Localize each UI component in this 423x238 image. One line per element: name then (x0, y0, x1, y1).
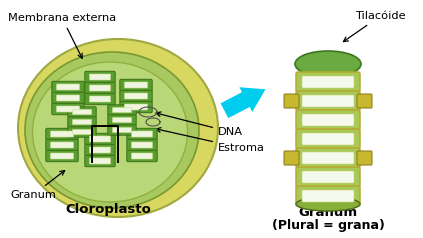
FancyBboxPatch shape (52, 92, 84, 104)
Text: Granum: Granum (10, 171, 65, 200)
FancyBboxPatch shape (50, 142, 74, 148)
Text: Membrana externa: Membrana externa (8, 13, 116, 58)
FancyBboxPatch shape (90, 74, 110, 80)
FancyBboxPatch shape (85, 82, 115, 94)
FancyBboxPatch shape (132, 153, 153, 159)
FancyBboxPatch shape (57, 106, 80, 112)
Text: Cloroplasto: Cloroplasto (65, 203, 151, 217)
FancyBboxPatch shape (296, 72, 360, 92)
FancyBboxPatch shape (50, 131, 74, 137)
FancyBboxPatch shape (68, 127, 96, 137)
FancyBboxPatch shape (50, 153, 74, 159)
FancyBboxPatch shape (57, 95, 80, 101)
FancyBboxPatch shape (124, 104, 148, 110)
FancyBboxPatch shape (296, 167, 360, 187)
FancyBboxPatch shape (85, 155, 115, 167)
Text: Estroma: Estroma (156, 128, 265, 153)
FancyBboxPatch shape (108, 115, 136, 125)
Ellipse shape (296, 197, 360, 211)
FancyBboxPatch shape (296, 110, 360, 130)
FancyBboxPatch shape (302, 190, 354, 202)
Ellipse shape (25, 52, 199, 208)
Ellipse shape (295, 51, 361, 77)
FancyBboxPatch shape (296, 129, 360, 149)
FancyBboxPatch shape (68, 117, 96, 127)
FancyBboxPatch shape (57, 84, 80, 90)
FancyBboxPatch shape (120, 79, 152, 91)
FancyBboxPatch shape (296, 148, 360, 168)
FancyBboxPatch shape (72, 109, 91, 114)
FancyBboxPatch shape (108, 105, 136, 115)
FancyBboxPatch shape (85, 133, 115, 145)
FancyBboxPatch shape (90, 147, 110, 153)
FancyBboxPatch shape (113, 108, 132, 113)
FancyBboxPatch shape (120, 90, 152, 102)
FancyBboxPatch shape (296, 91, 360, 111)
FancyBboxPatch shape (302, 152, 354, 164)
FancyBboxPatch shape (302, 133, 354, 145)
FancyBboxPatch shape (132, 142, 153, 148)
FancyBboxPatch shape (52, 81, 84, 93)
FancyBboxPatch shape (72, 119, 91, 124)
FancyBboxPatch shape (302, 95, 354, 107)
FancyBboxPatch shape (127, 150, 157, 162)
FancyBboxPatch shape (85, 71, 115, 83)
FancyBboxPatch shape (46, 128, 78, 140)
FancyBboxPatch shape (46, 150, 78, 162)
FancyBboxPatch shape (90, 136, 110, 142)
Text: DNA: DNA (156, 112, 243, 137)
FancyBboxPatch shape (296, 186, 360, 206)
FancyBboxPatch shape (124, 82, 148, 88)
FancyBboxPatch shape (113, 118, 132, 123)
Text: (Plural = grana): (Plural = grana) (272, 219, 385, 233)
FancyBboxPatch shape (302, 171, 354, 183)
FancyBboxPatch shape (113, 128, 132, 133)
FancyBboxPatch shape (132, 131, 153, 137)
Text: Granum: Granum (299, 205, 357, 218)
Ellipse shape (18, 39, 218, 217)
FancyBboxPatch shape (357, 94, 372, 108)
FancyBboxPatch shape (90, 85, 110, 91)
FancyBboxPatch shape (302, 114, 354, 126)
FancyBboxPatch shape (127, 139, 157, 151)
FancyArrowPatch shape (221, 87, 266, 118)
FancyBboxPatch shape (46, 139, 78, 151)
FancyBboxPatch shape (357, 151, 372, 165)
FancyBboxPatch shape (90, 158, 110, 164)
FancyBboxPatch shape (127, 128, 157, 140)
FancyBboxPatch shape (284, 151, 299, 165)
Text: Tilacóide: Tilacóide (343, 11, 406, 42)
Ellipse shape (33, 62, 187, 202)
FancyBboxPatch shape (72, 129, 91, 134)
FancyBboxPatch shape (90, 96, 110, 102)
FancyBboxPatch shape (85, 144, 115, 156)
FancyBboxPatch shape (108, 125, 136, 135)
FancyBboxPatch shape (52, 103, 84, 115)
FancyBboxPatch shape (85, 93, 115, 105)
FancyBboxPatch shape (284, 94, 299, 108)
FancyBboxPatch shape (302, 76, 354, 88)
FancyBboxPatch shape (68, 107, 96, 117)
FancyBboxPatch shape (120, 101, 152, 113)
FancyBboxPatch shape (124, 93, 148, 99)
